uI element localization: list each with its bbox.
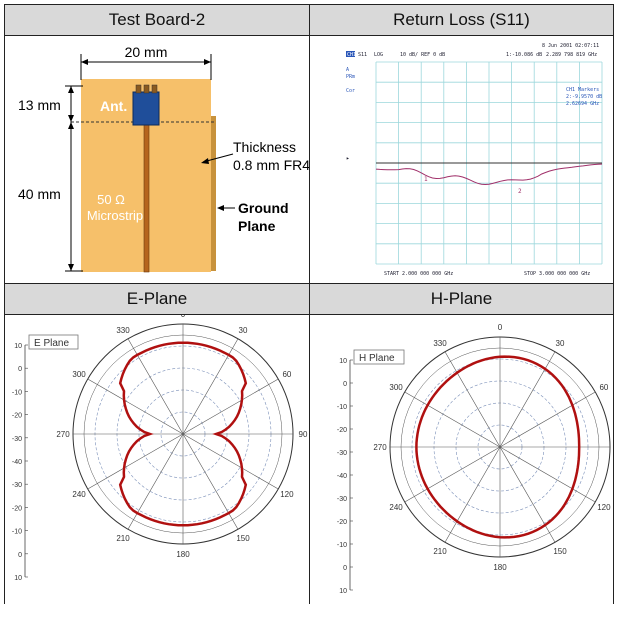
h-plane-angle-label: 330 [433,339,447,348]
h-plane-pattern-trace [415,355,581,539]
vna-start: START 2.000 000 000 GHz [384,271,453,277]
e-plane-y-tick: -20 [12,505,22,512]
vna-marker-frequency: 2.289 798 819 GHz [546,52,597,58]
vna-screen: 8 Jun 2001 02:07:11 CH1 S11 LOG 10 dB/ R… [346,43,603,277]
vna-side-cor: Cor [346,88,355,94]
e-plane-y-tick: 10 [14,343,22,350]
s11-trace [375,163,603,186]
h-plane-y-tick: 0 [343,381,347,388]
h-plane-polar-plot: H Plane 03060901201501802102402703003301… [337,323,611,595]
h-plane-angle-label: 150 [553,547,567,556]
thickness-label: Thickness [233,139,296,155]
vna-stop: STOP 3.000 000 000 GHz [524,271,590,277]
h-plane-angle-label: 30 [556,339,565,348]
microstrip-line [143,123,150,273]
e-plane-angle-label: 210 [116,534,130,543]
h-plane-y-tick: 10 [339,358,347,365]
ground-label-2: Plane [238,218,276,234]
e-plane-angle-label: 30 [239,326,248,335]
h-plane-angle-label: 120 [597,503,611,512]
h-plane-cell: H Plane 03060901201501802102402703003301… [310,315,613,604]
h-plane-y-tick: 10 [339,588,347,595]
results-table: Test Board-2 Return Loss (S11) E-Plane H… [4,4,614,604]
thickness-value: 0.8 mm FR4 [233,157,309,173]
e-plane-y-tick: -20 [12,413,22,420]
antenna-chip [132,91,160,126]
header-test-board: Test Board-2 [5,5,309,35]
e-plane-y-tick: -30 [12,482,22,489]
vna-grid [375,61,603,265]
e-plane-legend: E Plane [34,338,69,349]
return-loss-cell: 8 Jun 2001 02:07:11 CH1 S11 LOG 10 dB/ R… [310,36,613,283]
vna-marker-line-1: 2:-9.9570 dB [566,94,602,100]
h-plane-y-tick: 0 [343,565,347,572]
width-dimension: 20 mm [125,44,168,60]
microstrip-label-impedance: 50 Ω [97,192,125,207]
vna-format: LOG [374,52,383,58]
h-plane-y-tick: -10 [337,542,347,549]
header-return-loss: Return Loss (S11) [310,5,613,35]
e-plane-pattern-trace [118,341,248,527]
h-plane-angle-label: 0 [498,323,503,332]
h-plane-angle-label: 180 [493,563,507,572]
h-plane-y-tick: -20 [337,427,347,434]
e-plane-y-tick: -10 [12,389,22,396]
e-plane-angle-label: 270 [56,430,70,439]
top-dimension: 13 mm [18,97,61,113]
e-plane-angle-label: 90 [299,430,308,439]
antenna-label: Ant. [100,98,127,114]
e-plane-y-tick: -40 [12,459,22,466]
ground-plane [210,116,216,271]
e-plane-angle-label: 240 [72,490,86,499]
vna-scale: 10 dB/ REF 0 dB [400,52,445,58]
header-e-plane: E-Plane [5,284,309,314]
e-plane-y-tick: -10 [12,529,22,536]
vna-channel: CH1 [347,52,356,58]
h-plane-y-tick: -40 [337,473,347,480]
h-plane-angle-label: 300 [389,383,403,392]
e-plane-angle-label: 60 [282,370,291,379]
h-plane-angle-label: 210 [433,547,447,556]
ground-label: Ground [238,200,289,216]
marker-1-label: 1 [424,176,428,183]
h-plane-y-tick: -20 [337,519,347,526]
e-plane-angle-label: 330 [116,326,130,335]
board-diagram-cell: 20 mm 13 mm 40 mm Ant. 50 Ω Microstrip T… [5,36,309,283]
h-plane-angle-label: 240 [389,503,403,512]
vna-marker-line-2: 2.62694 GHz [566,101,599,107]
e-plane-angle-label: 180 [176,550,190,559]
h-plane-y-tick: -30 [337,496,347,503]
vna-param: S11 [358,52,367,58]
e-plane-y-tick: 10 [14,575,22,582]
e-plane-angle-label: 300 [72,370,86,379]
e-plane-y-tick: 0 [18,366,22,373]
e-plane-cell: E Plane 0 30 60 90 120 150 180 210 240 270 300 330 1… [5,315,309,604]
e-plane-y-tick: 0 [18,552,22,559]
board-diagram: 20 mm 13 mm 40 mm Ant. 50 Ω Microstrip T… [18,44,309,273]
e-plane-angle-label: 150 [236,534,250,543]
header-h-plane: H-Plane [310,284,613,314]
e-plane-angle-label: 120 [280,490,294,499]
e-plane-y-tick: -30 [12,436,22,443]
vna-markers-title: CH1 Markers [566,87,599,93]
h-plane-angle-label: 270 [373,443,387,452]
h-plane-y-tick: -10 [337,404,347,411]
h-plane-angle-label: 60 [599,383,608,392]
microstrip-label: Microstrip [87,208,143,223]
vna-date: 8 Jun 2001 02:07:11 [542,43,599,49]
e-plane-polar-plot: E Plane 0 30 60 90 120 150 180 210 240 270 300 330 1… [12,315,308,582]
h-plane-y-tick: -30 [337,450,347,457]
vna-marker-readout: 1:-10.086 dB [506,52,542,58]
main-dimension: 40 mm [18,186,61,202]
marker-2-label: 2 [518,188,522,195]
vna-side-prm: PRm [346,74,355,80]
vna-reference-marker: ▸ [346,155,350,162]
vna-side-a: A [346,67,349,73]
e-plane-angle-label: 0 [181,315,186,319]
h-plane-legend: H Plane [359,353,395,364]
